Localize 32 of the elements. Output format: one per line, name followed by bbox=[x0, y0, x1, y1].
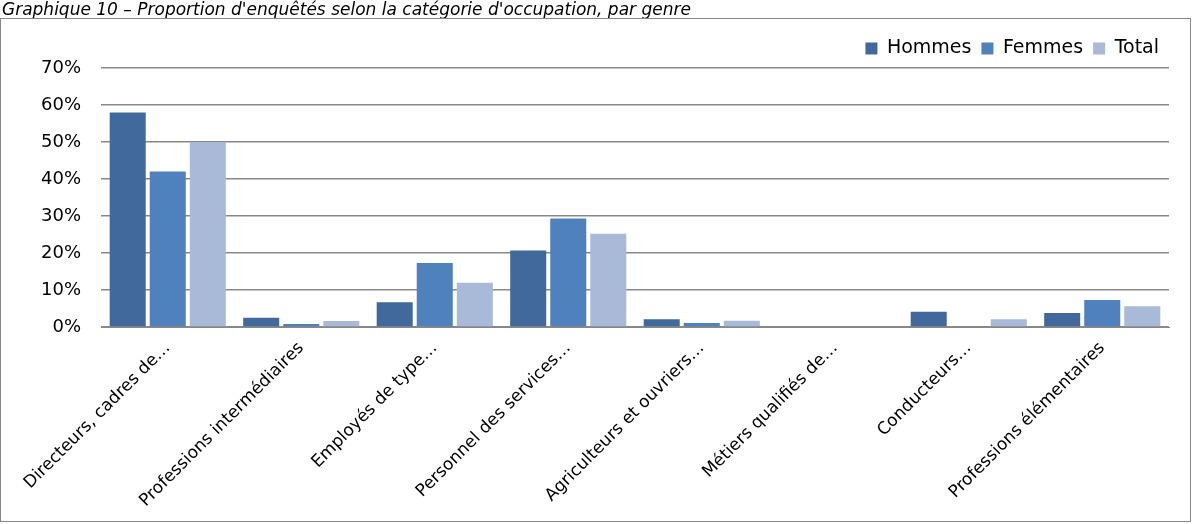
y-tick-label: 40% bbox=[40, 166, 82, 188]
bar bbox=[910, 311, 947, 327]
bar bbox=[990, 319, 1027, 327]
chart-title: Graphique 10 – Proportion d'enquêtés selon la catégorie d'occupation, par genre bbox=[2, 0, 691, 19]
bar bbox=[1084, 300, 1121, 327]
bar bbox=[149, 171, 186, 327]
bar bbox=[109, 112, 146, 327]
legend-label: Femmes bbox=[1002, 35, 1084, 58]
bar bbox=[189, 142, 226, 327]
y-tick-label: 30% bbox=[40, 203, 82, 225]
legend-label: Hommes bbox=[886, 35, 972, 58]
bar bbox=[723, 320, 760, 327]
bar bbox=[510, 250, 547, 327]
y-tick-label: 70% bbox=[40, 55, 82, 77]
bar bbox=[590, 233, 627, 327]
y-tick-label: 50% bbox=[40, 129, 82, 151]
bar bbox=[243, 317, 280, 327]
legend-label: Total bbox=[1113, 35, 1159, 58]
bar bbox=[550, 218, 587, 327]
y-tick-label: 10% bbox=[40, 277, 82, 299]
bar bbox=[456, 282, 493, 327]
y-tick-label: 60% bbox=[40, 92, 82, 114]
bar bbox=[416, 263, 453, 327]
bar bbox=[376, 302, 413, 327]
bar bbox=[1044, 312, 1081, 327]
bar bbox=[643, 319, 680, 327]
bar bbox=[1124, 306, 1161, 327]
bar bbox=[283, 324, 320, 327]
y-tick-label: 0% bbox=[52, 314, 82, 336]
bar bbox=[683, 322, 720, 327]
bar bbox=[323, 321, 360, 327]
y-tick-label: 20% bbox=[40, 240, 82, 262]
